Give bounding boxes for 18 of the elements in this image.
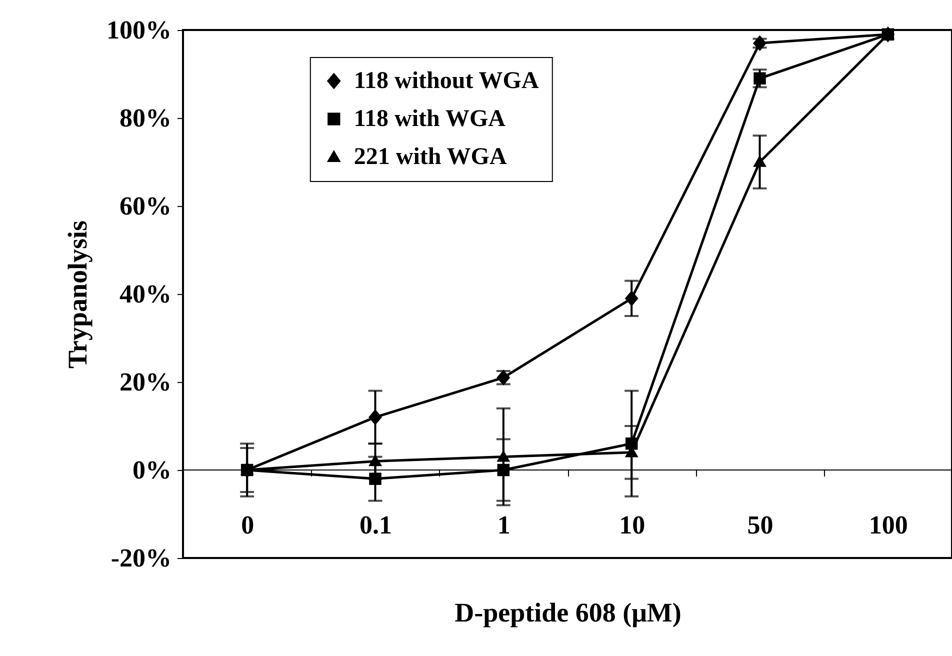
- x-axis-title: D-peptide 608 (μM): [454, 598, 682, 628]
- y-axis-title: Trypanolysis: [62, 220, 92, 369]
- x-tick-label: 0: [241, 510, 254, 540]
- legend-label: 221 with WGA: [354, 144, 508, 170]
- y-tick-label: 80%: [120, 104, 172, 132]
- x-tick-label: 0.1: [360, 510, 392, 540]
- y-tick-label: 40%: [120, 280, 172, 308]
- legend-label: 118 with WGA: [354, 106, 506, 132]
- x-tick-label: 10: [619, 510, 646, 540]
- y-tick-label: 0%: [132, 456, 172, 484]
- y-tick-label: 20%: [120, 368, 172, 396]
- x-tick-label: 1: [497, 510, 510, 540]
- y-tick-label: 60%: [120, 192, 172, 220]
- x-tick-label: 100: [868, 510, 908, 540]
- y-tick-label: 100%: [106, 16, 172, 44]
- y-tick-label: -20%: [110, 544, 172, 572]
- legend-label: 118 without WGA: [354, 68, 540, 94]
- x-tick-label: 50: [747, 510, 774, 540]
